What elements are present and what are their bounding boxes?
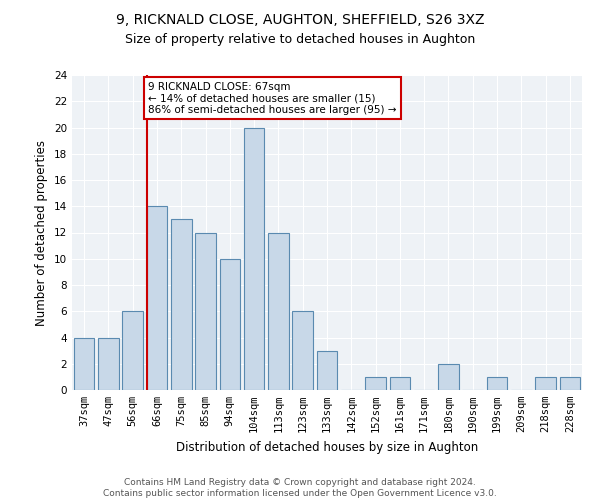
Bar	[389, 377, 410, 390]
Bar	[171, 220, 191, 390]
Bar	[487, 377, 508, 390]
Bar	[292, 311, 313, 390]
Bar	[74, 338, 94, 390]
Text: Size of property relative to detached houses in Aughton: Size of property relative to detached ho…	[125, 32, 475, 46]
Text: 9, RICKNALD CLOSE, AUGHTON, SHEFFIELD, S26 3XZ: 9, RICKNALD CLOSE, AUGHTON, SHEFFIELD, S…	[116, 12, 484, 26]
Bar	[122, 311, 143, 390]
Bar	[195, 232, 216, 390]
Bar	[365, 377, 386, 390]
Bar	[220, 259, 240, 390]
Bar	[98, 338, 119, 390]
Bar	[535, 377, 556, 390]
Bar	[317, 350, 337, 390]
X-axis label: Distribution of detached houses by size in Aughton: Distribution of detached houses by size …	[176, 440, 478, 454]
Y-axis label: Number of detached properties: Number of detached properties	[35, 140, 49, 326]
Bar	[560, 377, 580, 390]
Bar	[268, 232, 289, 390]
Text: 9 RICKNALD CLOSE: 67sqm
← 14% of detached houses are smaller (15)
86% of semi-de: 9 RICKNALD CLOSE: 67sqm ← 14% of detache…	[148, 82, 397, 115]
Bar	[438, 364, 459, 390]
Text: Contains HM Land Registry data © Crown copyright and database right 2024.
Contai: Contains HM Land Registry data © Crown c…	[103, 478, 497, 498]
Bar	[244, 128, 265, 390]
Bar	[146, 206, 167, 390]
